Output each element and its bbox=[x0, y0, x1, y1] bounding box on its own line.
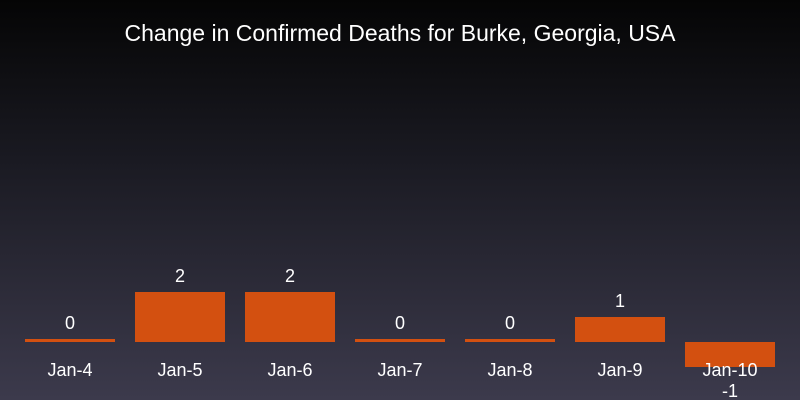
chart-title: Change in Confirmed Deaths for Burke, Ge… bbox=[124, 20, 676, 46]
x-tick-label: Jan-8 bbox=[487, 360, 532, 380]
bar-jan-6 bbox=[245, 292, 335, 342]
bar-jan-10 bbox=[685, 342, 775, 367]
x-tick-label: Jan-7 bbox=[377, 360, 422, 380]
bar-jan-8 bbox=[465, 339, 555, 342]
x-tick-label: Jan-6 bbox=[267, 360, 312, 380]
x-tick-label: Jan-4 bbox=[47, 360, 92, 380]
bar-jan-5 bbox=[135, 292, 225, 342]
x-tick-label: Jan-10 bbox=[702, 360, 757, 380]
bar-jan-4 bbox=[25, 339, 115, 342]
x-tick-label: Jan-9 bbox=[597, 360, 642, 380]
data-label: 1 bbox=[615, 291, 625, 311]
data-label: 2 bbox=[175, 266, 185, 286]
bar-jan-9 bbox=[575, 317, 665, 342]
data-label: 2 bbox=[285, 266, 295, 286]
data-label: -1 bbox=[722, 381, 738, 400]
data-label: 0 bbox=[395, 313, 405, 333]
x-tick-label: Jan-5 bbox=[157, 360, 202, 380]
data-label: 0 bbox=[505, 313, 515, 333]
data-label: 0 bbox=[65, 313, 75, 333]
bar-jan-7 bbox=[355, 339, 445, 342]
